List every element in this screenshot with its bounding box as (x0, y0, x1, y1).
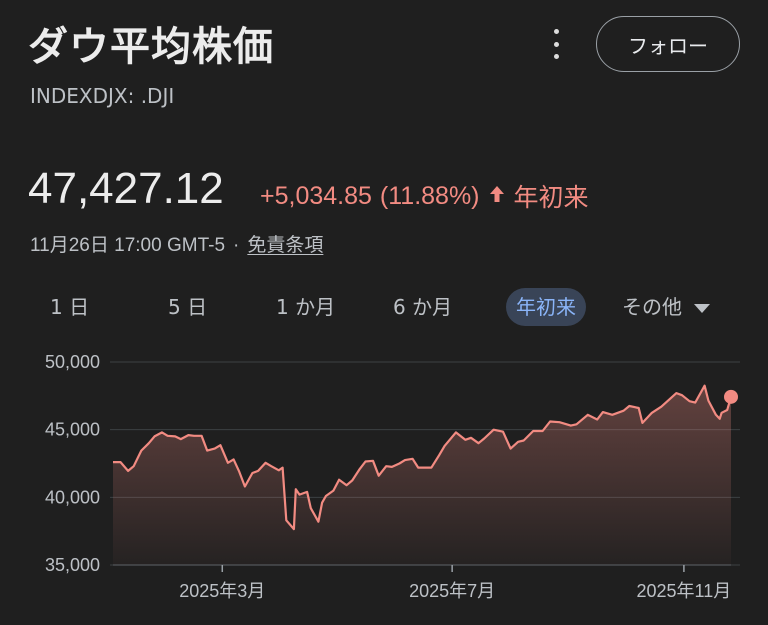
x-axis: 2025年3月 2025年7月 2025年11月 (113, 564, 732, 601)
y-tick-label: 50,000 (45, 352, 100, 372)
caret-down-icon (694, 304, 710, 313)
y-tick-label: 40,000 (45, 487, 100, 507)
change-period: 年初来 (513, 184, 589, 212)
disclaimer-link[interactable]: 免責条項 (247, 235, 324, 256)
y-tick-label: 35,000 (45, 555, 100, 575)
ticker-symbol: INDEXDJX: .DJI (30, 84, 175, 108)
separator: · (233, 235, 240, 256)
x-tick-label: 2025年3月 (179, 581, 265, 601)
current-price: 47,427.12 (28, 164, 224, 213)
range-6m[interactable]: 6 か月 (393, 295, 453, 319)
more-vert-icon[interactable] (543, 29, 569, 59)
range-more[interactable]: その他 (622, 288, 710, 326)
range-1m[interactable]: 1 か月 (276, 295, 336, 319)
y-axis: 50,000 45,000 40,000 35,000 (45, 352, 100, 575)
price-line (113, 384, 733, 531)
more-dot (553, 41, 559, 47)
price-area (113, 385, 731, 565)
range-ytd[interactable]: 年初来 (506, 288, 586, 326)
range-selector: 1 日 5 日 1 か月 6 か月 年初来 その他 (0, 288, 768, 328)
more-dot (553, 54, 559, 59)
change-value: +5,034.85 (260, 181, 372, 210)
x-tick-label: 2025年11月 (637, 581, 732, 601)
quote-timestamp: 11月26日 17:00 GMT-5 · 免責条項 (30, 230, 323, 257)
range-1d[interactable]: 1 日 (50, 295, 90, 319)
price-change: +5,034.85 (11.88%) 年初来 (260, 178, 589, 214)
range-5d[interactable]: 5 日 (168, 295, 208, 319)
x-tick-label: 2025年7月 (409, 581, 495, 601)
change-percent: (11.88%) (379, 181, 480, 210)
follow-button[interactable]: フォロー (596, 16, 740, 72)
timestamp-text: 11月26日 17:00 GMT-5 (30, 235, 226, 256)
range-more-label: その他 (622, 295, 682, 319)
arrow-up-icon (488, 182, 506, 211)
last-price-marker (724, 389, 738, 404)
y-tick-label: 45,000 (45, 420, 100, 440)
more-dot (553, 29, 559, 34)
page-title: ダウ平均株価 (28, 24, 274, 70)
